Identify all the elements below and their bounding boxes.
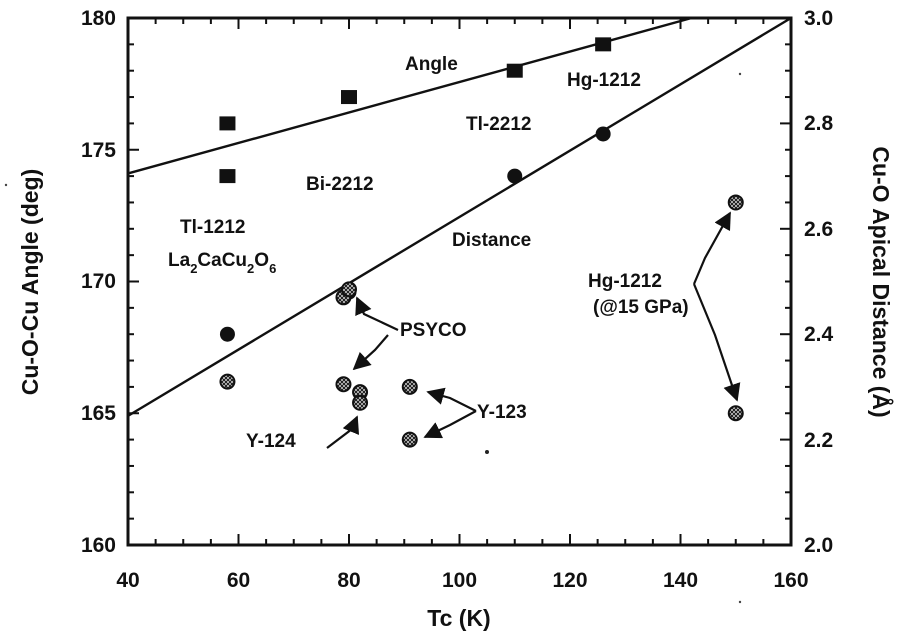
x-tick-labels: 40 60 80 100 120 140 160 [116,569,808,592]
x-tick-label: 60 [227,569,250,592]
data-point-square [219,169,236,184]
x-tick-label: 120 [552,569,587,592]
scan-speck [4,183,8,187]
annotation-arrow [692,211,731,285]
annotation-y123: Y-123 [477,402,527,423]
fit-line-distance [127,16,792,417]
annotation-arrow [326,415,360,449]
x-tick-label: 100 [442,569,477,592]
annotation-hg1212: Hg-1212 [567,70,641,91]
data-point-hatched [335,376,352,393]
annotation-arrow [355,296,399,331]
x-axis-label: Tc (K) [427,605,490,631]
x-tick-label: 160 [773,569,808,592]
y-axis-label-left: Cu-O-Cu Angle (deg) [17,169,43,396]
y-axis-label-right: Cu-O Apical Distance (Å) [868,146,895,417]
data-point-square [219,116,236,131]
la-sub: 2 [247,261,254,276]
left-tick-label: 180 [81,7,116,30]
ticks [127,17,792,546]
annotation-arrow [426,387,477,412]
left-tick-label: 165 [81,402,116,425]
data-point-hatched [727,194,744,211]
right-tick-label: 2.6 [804,218,833,241]
data-point-circle [219,326,235,342]
annotation-arrow [692,283,741,402]
data-point-hatched [219,373,236,390]
right-tick-labels: 2.0 2.2 2.4 2.6 2.8 3.0 [804,7,834,557]
annotation-hg1212-pressure-1: Hg-1212 [588,271,662,292]
data-point-hatched [401,431,418,448]
right-tick-label: 2.8 [804,112,834,135]
annotation-la2cacu2o6: La2CaCu2O6 [168,250,276,276]
annotation-tl2212: Tl-2212 [466,114,531,135]
data-point-square [595,37,612,52]
annotation-bi2212: Bi-2212 [306,174,374,195]
la-text: CaCu [197,250,247,271]
data-points [219,37,744,448]
scan-speck [738,600,742,604]
la-text: O [254,250,269,271]
right-tick-label: 2.4 [804,323,834,346]
la-text: La [168,250,191,271]
data-point-hatched [401,378,418,395]
x-tick-label: 80 [337,569,360,592]
right-tick-label: 2.0 [804,534,833,557]
right-tick-label: 2.2 [804,429,833,452]
annotation-angle: Angle [405,54,458,75]
annotation-tl1212: Tl-1212 [180,217,245,238]
x-tick-label: 40 [116,569,139,592]
annotation-y124: Y-124 [246,431,296,452]
data-point-hatched [341,281,357,298]
annotation-distance: Distance [452,230,531,251]
annotation-psyco: PSYCO [400,320,467,341]
right-tick-label: 3.0 [804,7,833,30]
la-sub: 6 [269,261,276,276]
annotation-arrows [326,211,741,449]
data-point-circle [507,168,523,184]
scan-speck [738,72,742,76]
annotation-arrow [352,334,389,371]
data-point-hatched [727,405,744,422]
data-point-circle [595,126,611,142]
annotation-hg1212-pressure-2: (@15 GPa) [593,297,689,318]
x-tick-label: 140 [663,569,698,592]
left-tick-label: 170 [81,270,116,293]
left-tick-label: 160 [81,534,116,557]
la-sub: 2 [190,261,197,276]
data-point-hatched [352,394,369,411]
annotation-arrow [423,410,477,439]
plot-frame [126,16,793,547]
data-point-square [506,63,523,78]
left-tick-label: 175 [81,139,116,162]
scan-speck [485,450,489,454]
data-point-square [341,90,357,105]
left-tick-labels: 160 165 170 175 180 [81,7,116,557]
